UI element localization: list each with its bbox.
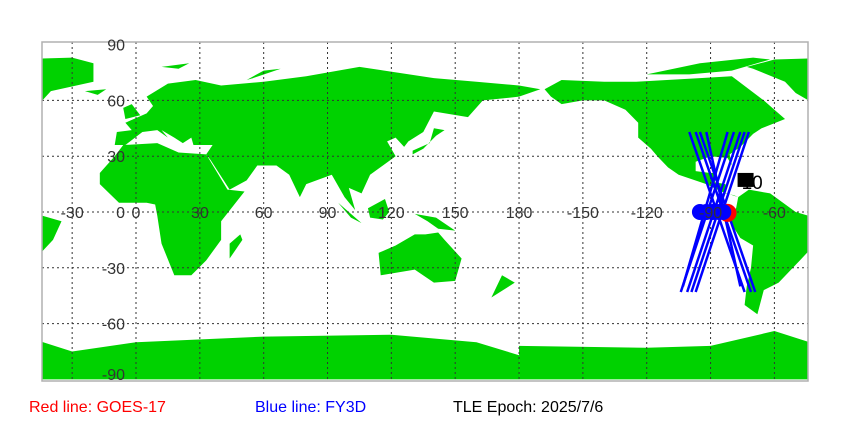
- north-america: [544, 76, 786, 198]
- lon-label: -30: [61, 205, 84, 222]
- south-america: [729, 189, 808, 315]
- lat-label: 30: [107, 149, 125, 166]
- lon-label: 120: [378, 205, 405, 222]
- legend-blue-line: Blue line: FY3D: [255, 399, 367, 416]
- iceland: [84, 89, 107, 95]
- lat-label: -30: [102, 261, 125, 278]
- graticule: [42, 42, 808, 381]
- lon-label: 0: [132, 205, 141, 222]
- tle-epoch: TLE Epoch: 2025/7/6: [453, 399, 604, 416]
- lon-label: -150: [567, 205, 599, 222]
- legend-red-line: Red line: GOES-17: [29, 399, 166, 416]
- lon-label: 30: [191, 205, 209, 222]
- arctic-canada: [0, 58, 4, 75]
- north-america: [0, 76, 19, 197]
- lat-label: 90: [107, 38, 125, 55]
- novaya-zemlya: [246, 68, 281, 80]
- south-america: [42, 215, 62, 252]
- lon-label: -90: [699, 205, 722, 222]
- map-frame: [41, 41, 809, 382]
- lon-label: 90: [319, 205, 337, 222]
- lat-label: -90: [102, 367, 125, 384]
- lon-label: 60: [255, 205, 273, 222]
- greenland: [42, 57, 94, 101]
- sumatra: [338, 202, 362, 224]
- satellite-label-box: [737, 172, 754, 187]
- lon-label: 180: [506, 205, 533, 222]
- britain: [123, 104, 141, 119]
- greenland: [746, 58, 808, 101]
- lat-label: 0: [116, 205, 125, 222]
- antarctica: [42, 334, 520, 380]
- lat-label: 60: [107, 93, 125, 110]
- japan: [412, 128, 445, 155]
- lon-label: -120: [631, 205, 663, 222]
- new-zealand: [491, 275, 515, 298]
- satellite-label: 10: [742, 173, 763, 194]
- svalbard: [161, 63, 190, 69]
- borneo: [367, 198, 390, 220]
- lat-label: -60: [102, 317, 125, 334]
- antarctica: [519, 331, 808, 380]
- australia: [378, 232, 462, 283]
- arctic-canada: [646, 57, 771, 75]
- new-guinea: [414, 213, 456, 231]
- africa: [99, 143, 245, 276]
- axis-labels: -30 0 30 60 90 120 150 180 -150 -120 -90 -60 90 60 30 0…: [61, 38, 786, 384]
- tracks: [679, 131, 757, 293]
- lon-label: -60: [763, 205, 786, 222]
- fy3d-position: [715, 204, 732, 220]
- madagascar: [229, 234, 243, 259]
- lon-label: 150: [442, 205, 469, 222]
